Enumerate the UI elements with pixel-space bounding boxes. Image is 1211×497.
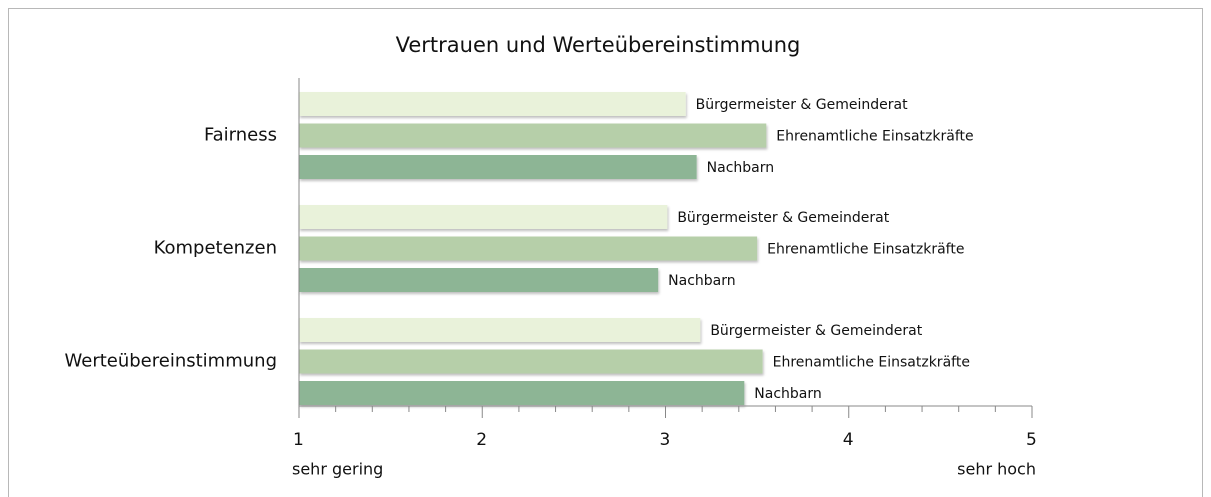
category-label: Kompetenzen — [154, 238, 277, 259]
x-tick-label: 1 — [293, 430, 304, 450]
category-label: Fairness — [204, 125, 277, 146]
bar — [299, 236, 758, 261]
bar — [299, 205, 668, 229]
chart-title: Vertrauen und Werteübereinstimmung — [396, 33, 801, 57]
bar — [299, 349, 763, 374]
bar-series-label: Nachbarn — [668, 273, 735, 289]
bar — [299, 318, 701, 342]
x-tick-label: 5 — [1026, 430, 1037, 450]
bar-series-label: Bürgermeister & Gemeinderat — [696, 97, 908, 113]
bar-series-label: Ehrenamtliche Einsatzkräfte — [767, 242, 964, 258]
bar — [299, 381, 745, 405]
x-tick-label: 4 — [843, 430, 854, 450]
x-tick-label: 3 — [660, 430, 671, 450]
bar-series-label: Nachbarn — [707, 160, 774, 176]
category-label: Werteübereinstimmung — [65, 351, 278, 372]
x-tick-label: 2 — [476, 430, 487, 450]
bar — [299, 92, 686, 116]
axis-annotation: sehr gering — [292, 460, 383, 479]
bar — [299, 268, 659, 292]
bar-series-label: Ehrenamtliche Einsatzkräfte — [773, 355, 970, 371]
bar-series-label: Bürgermeister & Gemeinderat — [710, 323, 922, 339]
axis-annotation: sehr hoch — [957, 460, 1036, 479]
bar-series-label: Nachbarn — [754, 386, 821, 402]
bar — [299, 123, 767, 148]
bar-series-label: Bürgermeister & Gemeinderat — [677, 210, 889, 226]
bar-series-label: Ehrenamtliche Einsatzkräfte — [776, 129, 973, 145]
bar — [299, 155, 697, 179]
